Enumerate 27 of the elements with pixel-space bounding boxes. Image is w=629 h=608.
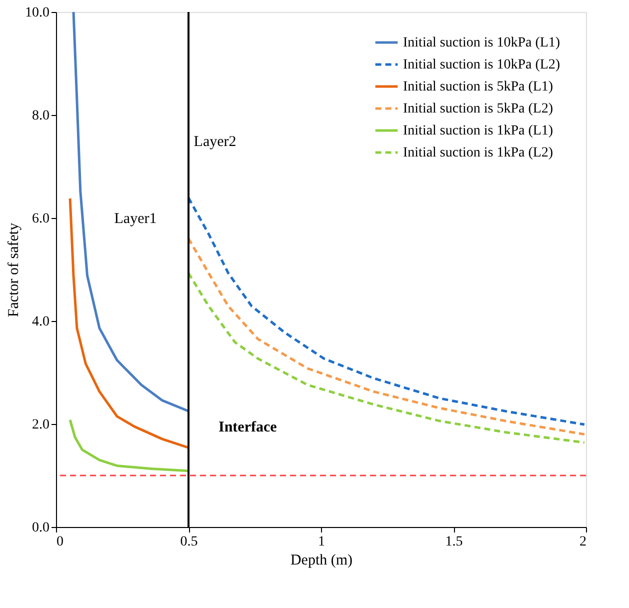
y-tick-label: 2.0 — [32, 418, 50, 432]
legend-label: Initial suction is 1kPa (L2) — [403, 146, 554, 160]
x-tick-label: 1.5 — [445, 534, 463, 550]
x-tick-label: 2 — [580, 534, 586, 550]
line-series — [72, 10, 190, 412]
annotation: Layer2 — [194, 134, 236, 150]
legend-label: Initial suction is 10kPa (L2) — [403, 58, 560, 72]
line-series — [68, 197, 190, 449]
x-tick-label: 1 — [318, 534, 325, 550]
y-tick-label: 6.0 — [32, 212, 50, 226]
line-series — [68, 418, 190, 472]
x-tick-label: 0 — [56, 534, 64, 550]
y-tick-label: 8.0 — [32, 108, 50, 124]
legend-label: Initial suction is 10kPa (L1) — [403, 36, 560, 50]
line-series — [187, 237, 586, 436]
legend-label: Initial suction is 1kPa (L1) — [403, 124, 554, 138]
y-tick-label: 4.0 — [32, 314, 50, 330]
x-axis-title: Depth (m) — [290, 552, 353, 568]
x-tick-label: 0.5 — [180, 534, 198, 550]
y-axis-title: Factor of safety — [6, 222, 22, 318]
annotation: Layer1 — [114, 211, 157, 227]
y-tick-label: 10.0 — [25, 6, 50, 20]
annotation: Interface — [218, 420, 278, 436]
line-series — [187, 272, 586, 444]
legend-label: Initial suction is 5kPa (L2) — [403, 102, 554, 116]
legend-label: Initial suction is 5kPa (L1) — [403, 80, 554, 94]
y-tick-label: 0.0 — [32, 520, 50, 536]
